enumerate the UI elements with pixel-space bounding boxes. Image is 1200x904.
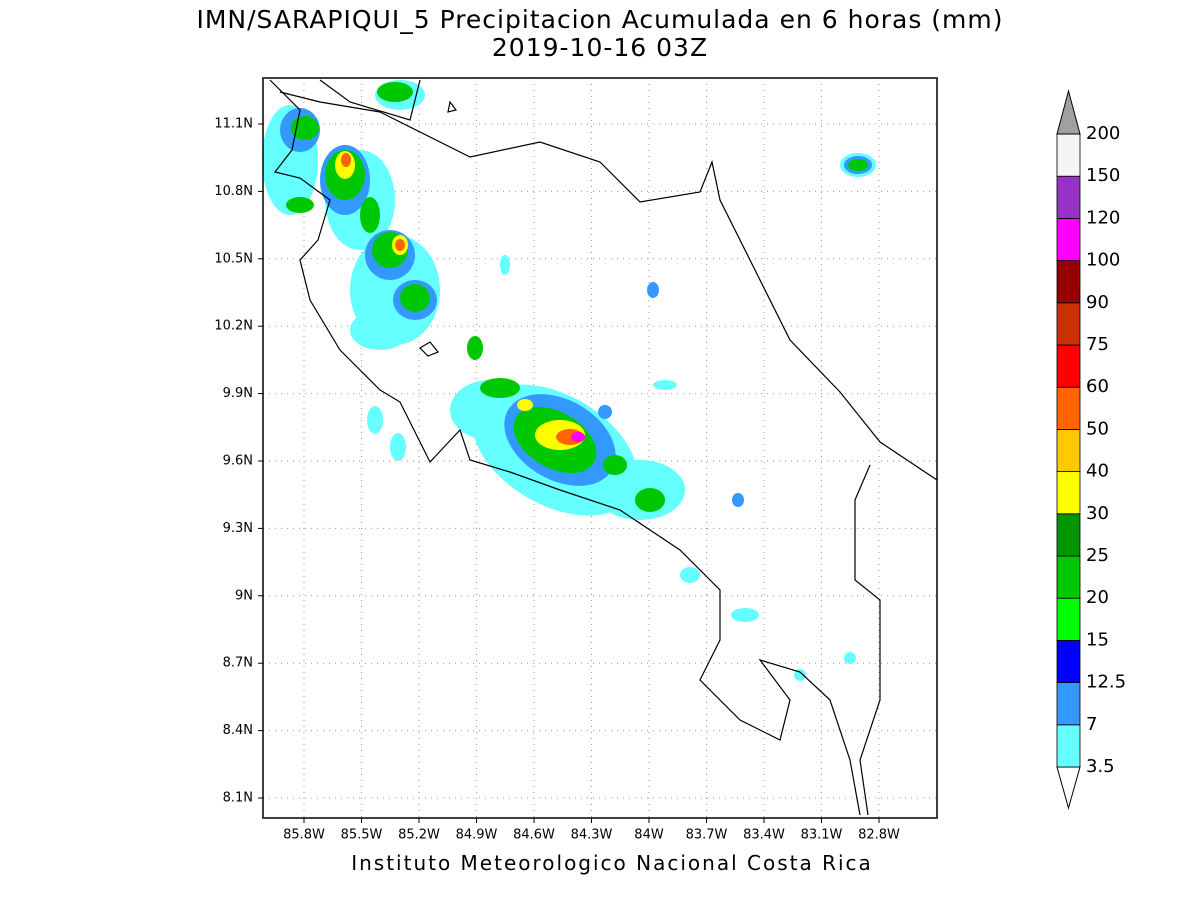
colorbar-label: 100: [1086, 250, 1120, 271]
colorbar-box: [1056, 640, 1081, 684]
lat-label: 11.1N: [214, 117, 253, 132]
precip-field: [262, 80, 876, 681]
lon-label: 85.2W: [398, 828, 440, 843]
colorbar-box: [1056, 344, 1081, 388]
colorbar-box: [1056, 682, 1081, 726]
colorbar-label: 200: [1086, 123, 1120, 144]
coastlines: [269, 79, 938, 816]
colorbar-label: 3.5: [1086, 756, 1115, 777]
lon-label: 83.1W: [801, 828, 843, 843]
colorbar-box: [1056, 724, 1081, 768]
colorbar-label: 25: [1086, 545, 1109, 566]
lat-label: 10.2N: [214, 319, 253, 334]
colorbar-box: [1056, 513, 1081, 557]
lat-label: 9.3N: [223, 521, 253, 536]
footer: Instituto Meteorologico Nacional Costa R…: [351, 851, 873, 875]
lon-label: 83.7W: [686, 828, 728, 843]
colorbar-over: [1056, 89, 1081, 135]
subtitle: 2019-10-16 03Z: [492, 33, 708, 62]
lon-label: 82.8W: [858, 828, 900, 843]
lon-label: 84.9W: [456, 828, 498, 843]
lat-label: 9.9N: [223, 386, 253, 401]
colorbar-box: [1056, 175, 1081, 219]
colorbar-label: 90: [1086, 292, 1109, 313]
colorbar-box: [1056, 428, 1081, 472]
lon-label: 84.6W: [513, 828, 555, 843]
plot-frame: [262, 77, 938, 819]
colorbar-box: [1056, 471, 1081, 515]
colorbar-box: [1056, 133, 1081, 177]
colorbar-label: 7: [1086, 714, 1097, 735]
lat-label: 9.6N: [223, 454, 253, 469]
lat-label: 10.5N: [214, 251, 253, 266]
colorbar-label: 20: [1086, 587, 1109, 608]
colorbar-box: [1056, 260, 1081, 304]
lon-label: 85.8W: [283, 828, 325, 843]
colorbar-label: 75: [1086, 334, 1109, 355]
colorbar-label: 60: [1086, 376, 1109, 397]
lat-label: 9N: [235, 588, 253, 603]
lon-label: 85.5W: [341, 828, 383, 843]
colorbar-label: 30: [1086, 503, 1109, 524]
colorbar-label: 50: [1086, 418, 1109, 439]
colorbar-box: [1056, 386, 1081, 430]
grid: [263, 78, 937, 818]
lat-label: 8.7N: [223, 656, 253, 671]
colorbar-label: 120: [1086, 207, 1120, 228]
colorbar-label: 12.5: [1086, 672, 1126, 693]
title: IMN/SARAPIQUI_5 Precipitacion Acumulada …: [196, 5, 1003, 34]
lat-label: 8.1N: [223, 791, 253, 806]
lon-label: 83.4W: [743, 828, 785, 843]
colorbar-box: [1056, 302, 1081, 346]
colorbar-box: [1056, 217, 1081, 261]
colorbar-box: [1056, 597, 1081, 641]
colorbar-label: 15: [1086, 629, 1109, 650]
axes: 11.1N 10.8N 10.5N 10.2N 9.9N 9.6N 9.3N 9N 8.7N 8.…: [214, 117, 900, 843]
lat-label: 8.4N: [223, 723, 253, 738]
colorbar-box: [1056, 555, 1081, 599]
colorbar: 3.5 7 12.5 15 20 25 30 40 50 60 75 90 100 120 150 200: [1056, 89, 1126, 810]
colorbar-label: 40: [1086, 461, 1109, 482]
colorbar-under: [1056, 766, 1081, 810]
colorbar-label: 150: [1086, 165, 1120, 186]
lon-label: 84W: [634, 828, 664, 843]
lon-label: 84.3W: [571, 828, 613, 843]
lat-label: 10.8N: [214, 184, 253, 199]
